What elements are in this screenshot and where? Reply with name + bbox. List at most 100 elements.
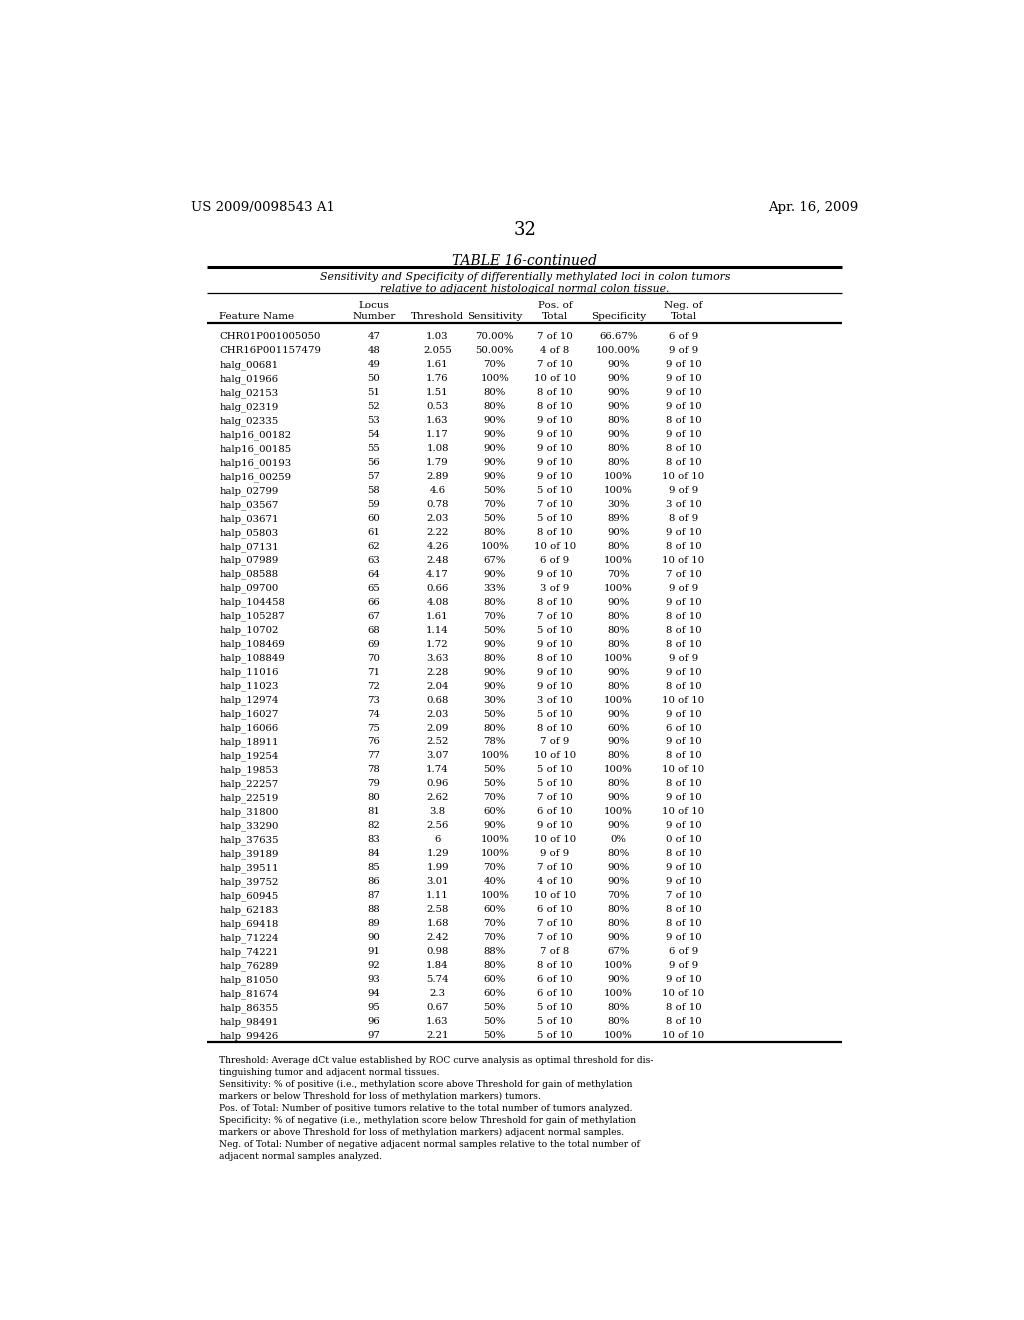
Text: 70%: 70%	[483, 933, 506, 942]
Text: 50%: 50%	[483, 1016, 506, 1026]
Text: 100.00%: 100.00%	[596, 346, 641, 355]
Text: 9 of 10: 9 of 10	[538, 430, 572, 440]
Text: halp_62183: halp_62183	[219, 906, 279, 915]
Text: 9 of 10: 9 of 10	[666, 403, 701, 411]
Text: 48: 48	[368, 346, 381, 355]
Text: halp_03567: halp_03567	[219, 500, 279, 510]
Text: 6: 6	[434, 836, 440, 845]
Text: Specificity: Specificity	[591, 312, 646, 321]
Text: halp_07131: halp_07131	[219, 541, 279, 552]
Text: 32: 32	[513, 222, 537, 239]
Text: Total: Total	[671, 312, 696, 321]
Text: 4.26: 4.26	[426, 541, 449, 550]
Text: 3.63: 3.63	[426, 653, 449, 663]
Text: 9 of 10: 9 of 10	[538, 821, 572, 830]
Text: 6 of 10: 6 of 10	[538, 989, 572, 998]
Text: 2.89: 2.89	[426, 473, 449, 480]
Text: 59: 59	[368, 500, 380, 510]
Text: 70: 70	[368, 653, 381, 663]
Text: 3.01: 3.01	[426, 878, 449, 886]
Text: 96: 96	[368, 1016, 380, 1026]
Text: 80%: 80%	[607, 541, 630, 550]
Text: 100%: 100%	[604, 486, 633, 495]
Text: halp_39511: halp_39511	[219, 863, 279, 873]
Text: relative to adjacent histological normal colon tissue.: relative to adjacent histological normal…	[380, 284, 670, 294]
Text: 3 of 10: 3 of 10	[666, 500, 701, 510]
Text: 7 of 9: 7 of 9	[541, 738, 569, 747]
Text: 10 of 10: 10 of 10	[663, 696, 705, 705]
Text: 9 of 10: 9 of 10	[666, 388, 701, 397]
Text: 80%: 80%	[483, 403, 506, 411]
Text: 9 of 10: 9 of 10	[666, 710, 701, 718]
Text: 50%: 50%	[483, 486, 506, 495]
Text: 90%: 90%	[607, 598, 630, 607]
Text: 7 of 10: 7 of 10	[666, 891, 701, 900]
Text: 7 of 10: 7 of 10	[537, 500, 572, 510]
Text: halp_81674: halp_81674	[219, 989, 279, 999]
Text: 100%: 100%	[604, 556, 633, 565]
Text: halg_02319: halg_02319	[219, 403, 279, 412]
Text: 90%: 90%	[483, 416, 506, 425]
Text: 51: 51	[368, 388, 381, 397]
Text: 1.76: 1.76	[426, 374, 449, 383]
Text: 8 of 10: 8 of 10	[538, 653, 572, 663]
Text: 2.3: 2.3	[429, 989, 445, 998]
Text: 10 of 10: 10 of 10	[534, 374, 577, 383]
Text: 8 of 10: 8 of 10	[666, 458, 701, 467]
Text: Feature Name: Feature Name	[219, 312, 294, 321]
Text: 60%: 60%	[607, 723, 630, 733]
Text: 1.17: 1.17	[426, 430, 449, 440]
Text: Threshold: Average dCt value established by ROC curve analysis as optimal thresh: Threshold: Average dCt value established…	[219, 1056, 653, 1065]
Text: 80%: 80%	[483, 388, 506, 397]
Text: 9 of 10: 9 of 10	[666, 821, 701, 830]
Text: 1.63: 1.63	[426, 416, 449, 425]
Text: 7 of 10: 7 of 10	[537, 611, 572, 620]
Text: 60: 60	[368, 513, 380, 523]
Text: halp16_00185: halp16_00185	[219, 444, 292, 454]
Text: 66: 66	[368, 598, 380, 607]
Text: halp_69418: halp_69418	[219, 919, 279, 929]
Text: 73: 73	[368, 696, 381, 705]
Text: 2.04: 2.04	[426, 681, 449, 690]
Text: 81: 81	[368, 808, 381, 816]
Text: 1.84: 1.84	[426, 961, 449, 970]
Text: halp_108469: halp_108469	[219, 640, 285, 649]
Text: 0.98: 0.98	[426, 948, 449, 956]
Text: halp_76289: halp_76289	[219, 961, 279, 970]
Text: 70.00%: 70.00%	[475, 333, 514, 341]
Text: 4.6: 4.6	[429, 486, 445, 495]
Text: 2.58: 2.58	[426, 906, 449, 915]
Text: 90%: 90%	[607, 878, 630, 886]
Text: 80%: 80%	[607, 1016, 630, 1026]
Text: 5 of 10: 5 of 10	[538, 486, 572, 495]
Text: 7 of 8: 7 of 8	[541, 948, 569, 956]
Text: 66.67%: 66.67%	[599, 333, 638, 341]
Text: halp_19853: halp_19853	[219, 766, 279, 775]
Text: 86: 86	[368, 878, 380, 886]
Text: 90%: 90%	[483, 458, 506, 467]
Text: 2.48: 2.48	[426, 556, 449, 565]
Text: Pos. of Total: Number of positive tumors relative to the total number of tumors : Pos. of Total: Number of positive tumors…	[219, 1104, 633, 1113]
Text: 8 of 10: 8 of 10	[538, 403, 572, 411]
Text: 80%: 80%	[607, 1003, 630, 1012]
Text: 77: 77	[368, 751, 381, 760]
Text: 10 of 10: 10 of 10	[663, 556, 705, 565]
Text: halp_60945: halp_60945	[219, 891, 279, 902]
Text: 90%: 90%	[607, 403, 630, 411]
Text: halp_09700: halp_09700	[219, 583, 279, 594]
Text: Pos. of: Pos. of	[538, 301, 572, 310]
Text: 8 of 10: 8 of 10	[666, 541, 701, 550]
Text: Neg. of Total: Number of negative adjacent normal samples relative to the total : Neg. of Total: Number of negative adjace…	[219, 1140, 640, 1150]
Text: 80%: 80%	[607, 444, 630, 453]
Text: Sensitivity: Sensitivity	[467, 312, 522, 321]
Text: markers or above Threshold for loss of methylation markers) adjacent normal samp: markers or above Threshold for loss of m…	[219, 1129, 625, 1138]
Text: 94: 94	[368, 989, 381, 998]
Text: 90%: 90%	[607, 738, 630, 747]
Text: 90%: 90%	[483, 640, 506, 648]
Text: halp_37635: halp_37635	[219, 836, 279, 845]
Text: 9 of 10: 9 of 10	[666, 528, 701, 537]
Text: 71: 71	[368, 668, 381, 677]
Text: halp_12974: halp_12974	[219, 696, 279, 705]
Text: halp_18911: halp_18911	[219, 738, 279, 747]
Text: US 2009/0098543 A1: US 2009/0098543 A1	[191, 201, 336, 214]
